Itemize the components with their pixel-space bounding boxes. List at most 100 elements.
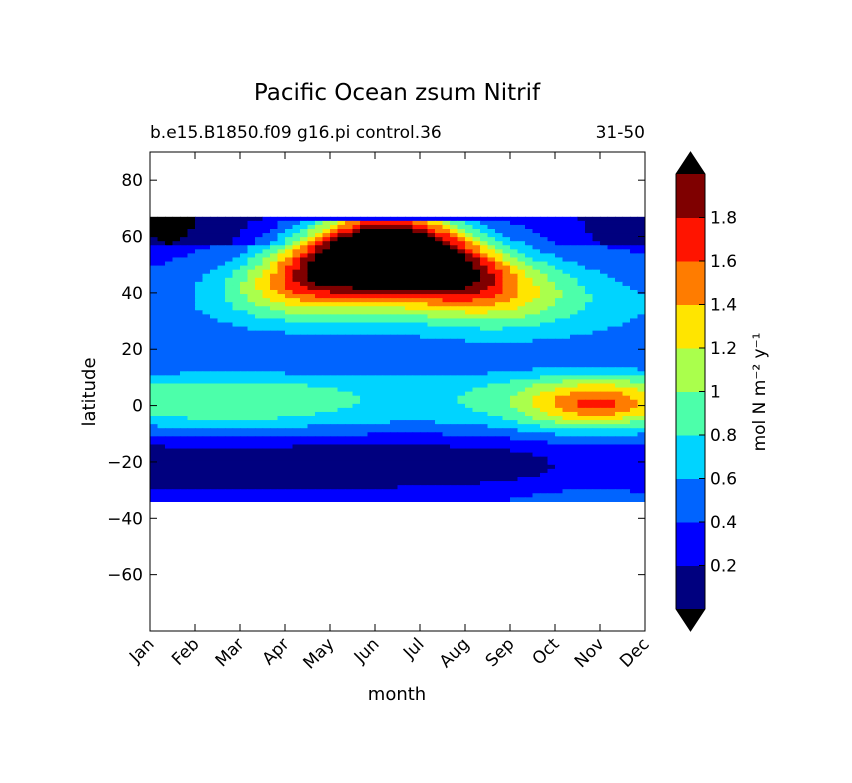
contour-cell (352, 375, 361, 381)
contour-cell (150, 383, 159, 389)
contour-cell (180, 407, 189, 413)
contour-cell (397, 440, 406, 446)
contour-cell (180, 257, 189, 263)
contour-cell (217, 245, 226, 250)
contour-cell (180, 411, 189, 417)
contour-cell (495, 338, 504, 344)
contour-cell (232, 375, 241, 381)
contour-cell (217, 342, 226, 348)
contour-cell (225, 285, 234, 291)
contour-cell (607, 407, 616, 413)
contour-cell (345, 444, 354, 450)
contour-cell (315, 493, 324, 498)
contour-cell (472, 245, 481, 250)
contour-cell (345, 285, 354, 291)
contour-cell (202, 355, 211, 360)
contour-cell (555, 440, 564, 446)
contour-cell (225, 253, 234, 259)
contour-cell (277, 383, 286, 389)
contour-cell (307, 379, 316, 385)
contour-cell (345, 428, 354, 433)
contour-cell (180, 464, 189, 470)
contour-cell (172, 298, 181, 303)
contour-cell (577, 314, 586, 320)
contour-cell (210, 403, 219, 409)
contour-cell (300, 497, 309, 502)
contour-cell (517, 468, 526, 474)
contour-cell (232, 253, 241, 259)
contour-cell (330, 318, 339, 324)
contour-cell (547, 485, 556, 490)
contour-cell (450, 456, 459, 462)
contour-cell (607, 428, 616, 433)
contour-cell (292, 269, 301, 275)
contour-cell (630, 334, 639, 340)
contour-cell (345, 314, 354, 320)
contour-cell (442, 383, 451, 389)
contour-cell (532, 277, 541, 283)
contour-cell (480, 367, 489, 372)
contour-cell (255, 432, 264, 437)
contour-cell (360, 367, 369, 372)
contour-cell (607, 411, 616, 417)
contour-cell (187, 460, 196, 466)
contour-cell (427, 420, 436, 425)
contour-cell (225, 346, 234, 352)
contour-cell (630, 432, 639, 437)
contour-cell (517, 432, 526, 437)
contour-cell (277, 489, 286, 494)
contour-cell (600, 407, 609, 413)
contour-cell (412, 428, 421, 433)
contour-cell (465, 436, 474, 442)
contour-cell (187, 216, 196, 222)
contour-cell (367, 334, 376, 340)
contour-cell (187, 493, 196, 498)
contour-cell (585, 245, 594, 250)
contour-cell (427, 477, 436, 482)
contour-cell (502, 253, 511, 259)
contour-cell (562, 477, 571, 482)
contour-cell (232, 371, 241, 376)
contour-cell (217, 269, 226, 275)
contour-cell (465, 468, 474, 474)
contour-cell (330, 391, 339, 397)
contour-cell (375, 342, 384, 348)
contour-cell (502, 436, 511, 442)
contour-cell (540, 298, 549, 303)
contour-cell (457, 241, 466, 246)
contour-cell (172, 497, 181, 502)
contour-cell (337, 233, 346, 238)
contour-cell (472, 314, 481, 320)
contour-cell (615, 497, 624, 502)
contour-cell (270, 237, 279, 242)
contour-cell (195, 220, 204, 226)
contour-cell (217, 428, 226, 433)
contour-cell (435, 342, 444, 348)
contour-cell (232, 322, 241, 328)
contour-cell (450, 265, 459, 271)
contour-cell (502, 359, 511, 364)
contour-cell (217, 306, 226, 311)
contour-cell (457, 355, 466, 360)
contour-cell (240, 367, 249, 372)
contour-cell (570, 330, 579, 336)
contour-cell (495, 477, 504, 482)
contour-cell (442, 493, 451, 498)
contour-cell (517, 477, 526, 482)
contour-cell (322, 237, 331, 242)
contour-cell (187, 444, 196, 450)
contour-cell (172, 326, 181, 332)
contour-cell (465, 294, 474, 299)
contour-cell (547, 265, 556, 271)
contour-cell (157, 395, 166, 401)
contour-cell (187, 359, 196, 364)
contour-cell (585, 375, 594, 381)
contour-cell (547, 367, 556, 372)
contour-cell (495, 456, 504, 462)
contour-cell (292, 485, 301, 490)
contour-cell (210, 355, 219, 360)
contour-cell (510, 367, 519, 372)
contour-cell (435, 432, 444, 437)
contour-cell (195, 355, 204, 360)
contour-cell (247, 481, 256, 486)
